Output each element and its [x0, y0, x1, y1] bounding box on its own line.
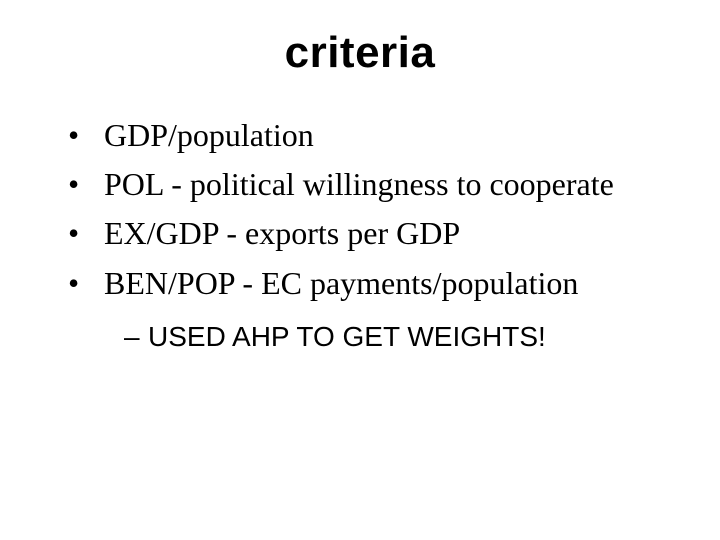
- list-item: GDP/population: [68, 114, 672, 157]
- list-item: EX/GDP - exports per GDP: [68, 212, 672, 255]
- sub-bullet-text: USED AHP TO GET WEIGHTS!: [148, 321, 546, 352]
- bullet-text: POL - political willingness to cooperate: [104, 166, 614, 202]
- bullet-text: EX/GDP - exports per GDP: [104, 215, 460, 251]
- list-item: POL - political willingness to cooperate: [68, 163, 672, 206]
- sub-bullet-list: USED AHP TO GET WEIGHTS!: [48, 319, 672, 355]
- bullet-list: GDP/population POL - political willingne…: [48, 114, 672, 305]
- list-item: BEN/POP - EC payments/population: [68, 262, 672, 305]
- bullet-text: GDP/population: [104, 117, 314, 153]
- slide: criteria GDP/population POL - political …: [0, 0, 720, 540]
- list-item: USED AHP TO GET WEIGHTS!: [124, 319, 672, 355]
- bullet-text: BEN/POP - EC payments/population: [104, 265, 578, 301]
- slide-title: criteria: [48, 28, 672, 78]
